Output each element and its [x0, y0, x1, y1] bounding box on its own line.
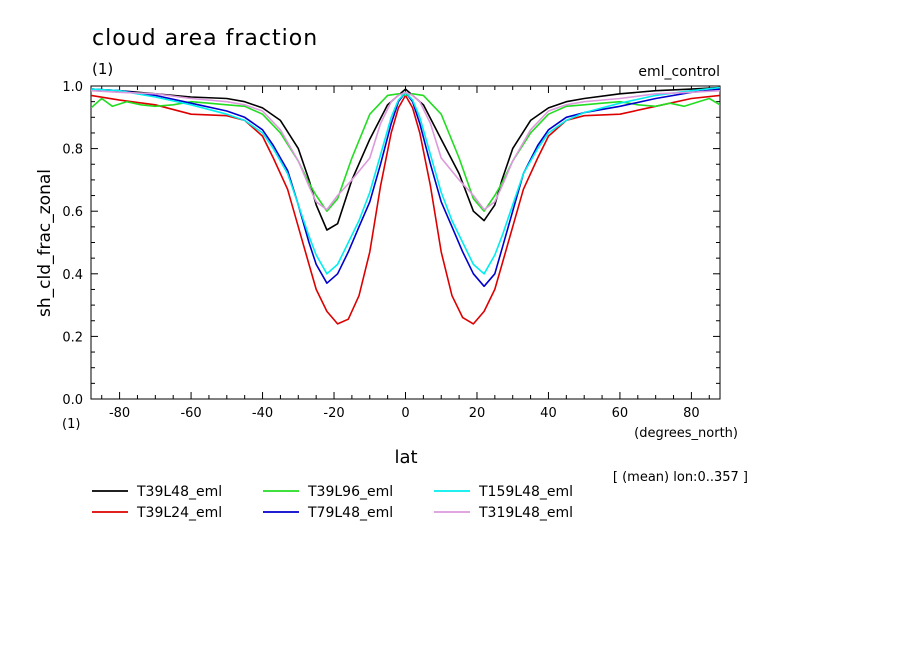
x-tick-label: 80 [683, 406, 700, 421]
y-tick-label: 0.4 [62, 268, 83, 283]
y-axis-title: sh_cld_frac_zonal [35, 169, 55, 317]
y-axis-units: (1) [62, 417, 80, 432]
x-axis-title: lat [394, 447, 417, 468]
averaging-note: [ (mean) lon:0..357 ] [613, 470, 748, 485]
experiment-label: eml_control [638, 64, 720, 80]
x-axis-units: (degrees_north) [634, 426, 738, 441]
legend-label: T319L48_eml [478, 505, 573, 521]
plot-area: -80 -60 -40 -20 0 20 40 60 80 0.0 0.2 0.4 0.6 0.8 1.0 [62, 80, 721, 421]
y-tick-label: 0.0 [62, 393, 83, 408]
series-line-T39L48_eml [91, 86, 720, 231]
title-units: (1) [92, 60, 113, 78]
series-line-T39L96_eml [91, 93, 720, 212]
x-tick-label: 40 [540, 406, 557, 421]
chart-title: cloud area fraction [92, 26, 318, 51]
series-line-T319L48_eml [91, 89, 720, 211]
x-tick-label: -40 [252, 406, 273, 421]
x-tick-label: 20 [469, 406, 486, 421]
legend-label: T39L24_eml [136, 505, 222, 521]
y-tick-label: 0.6 [62, 205, 83, 220]
legend-label: T159L48_eml [478, 484, 573, 500]
x-tick-label: -20 [323, 406, 344, 421]
x-tick-label: -60 [180, 406, 201, 421]
legend-label: T79L48_eml [307, 505, 393, 521]
y-tick-label: 0.2 [62, 330, 83, 345]
x-tick-label: 60 [612, 406, 629, 421]
legend: T39L48_eml T39L24_eml T39L96_eml T79L48_eml… [92, 484, 573, 521]
x-tick-label: 0 [401, 406, 409, 421]
y-tick-label: 0.8 [62, 143, 83, 158]
x-tick-label: -80 [109, 406, 130, 421]
legend-label: T39L48_eml [136, 484, 222, 500]
legend-label: T39L96_eml [307, 484, 393, 500]
y-tick-label: 1.0 [62, 80, 83, 95]
series-group [91, 86, 720, 325]
